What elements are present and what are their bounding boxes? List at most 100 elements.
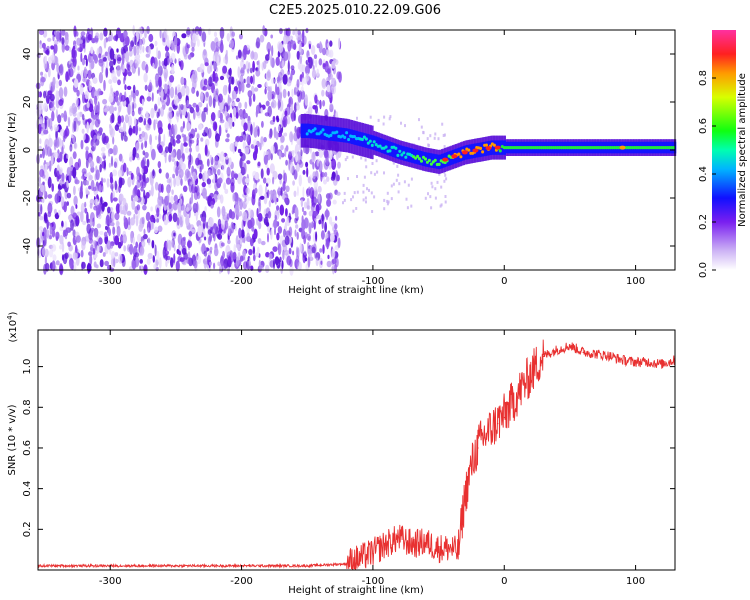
snr-data-point — [543, 355, 545, 357]
frequency-track-peak — [442, 157, 449, 162]
spectrogram-noise-cell — [226, 213, 230, 220]
spectrogram-noise-cell — [252, 93, 256, 102]
spectrogram-noise-cell — [200, 92, 204, 103]
frequency-track-band — [447, 151, 450, 166]
spectrogram-noise-cell — [66, 192, 72, 199]
spectrogram-noise-cell — [98, 72, 103, 84]
spectrogram-noise-cell — [338, 37, 341, 49]
spectrogram-noise-cell — [69, 144, 73, 152]
spectrogram-noise-cell — [69, 47, 72, 53]
spectrogram-noise-cell — [233, 173, 239, 179]
spectrogram-noise-cell — [98, 59, 104, 67]
spectrogram-noise-cell — [43, 129, 49, 135]
spectrogram-noise-cell — [247, 90, 253, 98]
spectrogram-noise-cell — [277, 98, 280, 111]
spectrogram-noise-cell — [128, 94, 132, 102]
spectrogram-noise-cell — [81, 58, 86, 66]
spectrogram-noise-cell — [315, 257, 319, 267]
spectrogram-noise-cell — [230, 170, 235, 180]
spectrogram-noise-cell — [150, 107, 155, 119]
spectrogram-noise-cell — [180, 104, 184, 110]
frequency-track-band — [330, 126, 333, 141]
spectrogram-noise-cell — [192, 74, 198, 84]
spectrogram-noise-cell — [122, 64, 125, 73]
frequency-track-core — [404, 155, 408, 159]
spectrogram-noise-cell — [220, 218, 226, 230]
snr-data-point — [438, 549, 440, 551]
spectrogram-noise-cell — [136, 45, 140, 56]
spectrogram-noise-cell — [69, 257, 74, 270]
spectrogram-noise-cell — [145, 211, 151, 222]
frequency-track-band — [371, 135, 374, 150]
spectrogram-noise-cell — [177, 202, 181, 210]
spectrogram-noise-cell — [175, 166, 179, 177]
spectrogram-sparse-cell — [400, 121, 402, 125]
spectrogram-noise-cell — [288, 98, 291, 105]
spectrogram-sparse-cell — [362, 198, 365, 202]
spectrogram-noise-cell — [213, 174, 216, 184]
figure-title: C2E5.2025.010.22.09.G06 — [269, 3, 441, 18]
frequency-track-core — [347, 137, 351, 142]
spectrogram-sparse-cell — [427, 192, 429, 196]
frequency-track-core — [481, 150, 485, 154]
spectrogram-noise-cell — [229, 67, 232, 77]
spectrogram-noise-cell — [267, 90, 273, 102]
spectrogram-noise-cell — [61, 254, 65, 261]
spectrogram-noise-cell — [215, 133, 220, 142]
spectrogram-noise-cell — [252, 139, 258, 147]
frequency-track-core — [368, 139, 372, 143]
frequency-track-core — [427, 158, 431, 162]
spectrogram-noise-cell — [173, 253, 176, 264]
spectrogram-noise-cell — [257, 212, 263, 222]
spectrogram-noise-cell — [141, 60, 147, 71]
spectrogram-noise-cell — [114, 180, 118, 191]
spectrogram-noise-cell — [109, 183, 113, 188]
colorbar-label: Normalized spectral amplitude — [737, 73, 748, 227]
spectrogram-noise-cell — [209, 165, 214, 176]
spectrogram-noise-cell — [215, 88, 219, 96]
spectrogram-noise-cell — [291, 150, 295, 157]
spectrogram-noise-cell — [66, 201, 69, 206]
snr-data-point — [306, 565, 308, 567]
y-tick-label: -20 — [22, 190, 33, 206]
spectrogram-noise-cell — [41, 247, 47, 257]
spectrogram-noise-cell — [86, 223, 91, 234]
spectrogram-noise-cell — [42, 181, 45, 186]
spectrogram-noise-cell — [258, 201, 262, 213]
spectrogram-noise-cell — [332, 199, 337, 205]
spectrogram-noise-cell — [224, 188, 229, 194]
spectrogram-noise-cell — [88, 103, 94, 113]
spectrogram-noise-cell — [73, 25, 77, 38]
spectrogram-noise-cell — [135, 241, 139, 249]
spectrogram-sparse-cell — [362, 183, 365, 187]
spectrogram-noise-cell — [248, 257, 251, 267]
spectrogram-noise-cell — [126, 210, 132, 216]
spectrogram-noise-cell — [253, 228, 258, 240]
spectrogram-noise-cell — [71, 47, 76, 59]
spectrogram-noise-cell — [106, 178, 110, 188]
spectrogram-noise-cell — [294, 229, 297, 237]
spectrogram-sparse-cell — [440, 185, 443, 189]
spectrogram-noise-cell — [295, 103, 300, 111]
spectrogram-noise-cell — [184, 175, 187, 182]
spectrogram-noise-cell — [266, 167, 270, 176]
spectrogram-noise-cell — [195, 145, 200, 153]
frequency-track-band — [346, 128, 349, 143]
snr-plot-area — [37, 339, 676, 570]
frequency-track-band — [303, 123, 306, 138]
spectrogram-noise-cell — [80, 139, 84, 150]
spectrogram-noise-cell — [204, 62, 209, 67]
spectrogram-noise-cell — [252, 60, 256, 73]
spectrogram-noise-cell — [74, 161, 80, 171]
spectrogram-sparse-cell — [370, 191, 373, 195]
spectrogram-noise-cell — [282, 180, 286, 192]
spectrogram-noise-cell — [89, 59, 93, 71]
frequency-track-core — [378, 144, 382, 148]
spectrogram-noise-cell — [132, 84, 136, 94]
spectrogram-sparse-cell — [386, 191, 389, 195]
snr-data-point — [503, 416, 505, 419]
snr-data-point — [484, 437, 486, 439]
spectrogram-noise-cell — [130, 90, 134, 98]
spectrogram-noise-cell — [154, 181, 159, 191]
spectrogram-noise-cell — [246, 160, 251, 165]
